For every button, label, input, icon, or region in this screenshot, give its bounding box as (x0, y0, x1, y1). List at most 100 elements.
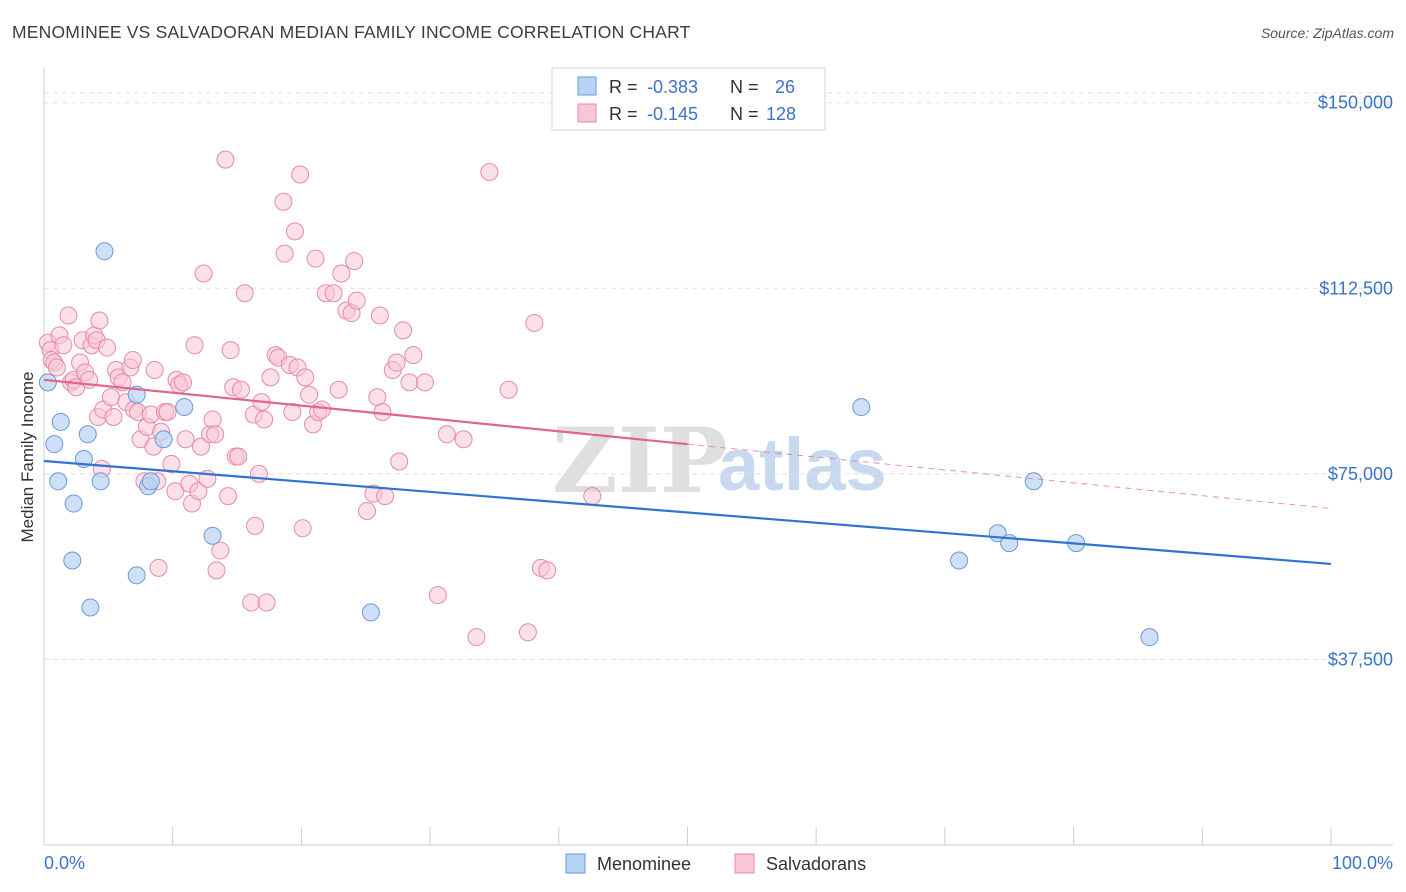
legend-swatch-menominee (577, 76, 597, 96)
y-tick-label-0: $37,500 (1328, 649, 1393, 669)
salvadoran-point-107 (376, 487, 395, 506)
salvadoran-points (38, 150, 602, 647)
salvadoran-point-109 (387, 353, 406, 372)
legend-r-value-1: -0.383 (647, 77, 698, 97)
legend-bottom-label-menominee: Menominee (597, 854, 691, 874)
salvadoran-point-61 (211, 541, 230, 560)
salvadoran-point-105 (370, 306, 389, 325)
salvadoran-point-62 (216, 150, 235, 169)
menominee-point-0 (38, 373, 57, 392)
menominee-point-15 (154, 430, 173, 449)
legend-n-label-1: N = (730, 77, 759, 97)
salvadoran-point-86 (291, 165, 310, 184)
menominee-point-18 (361, 603, 380, 622)
salvadoran-point-97 (332, 264, 351, 283)
x-tick-label-1: 100.0% (1332, 853, 1393, 873)
salvadoran-point-119 (480, 163, 499, 182)
salvadoran-point-64 (221, 341, 240, 360)
salvadoran-point-45 (166, 482, 185, 501)
x-tick-label-0: 0.0% (44, 853, 85, 873)
salvadoran-point-63 (219, 487, 238, 506)
legend-bottom-swatch-menominee (565, 853, 586, 874)
salvadoran-point-120 (499, 380, 518, 399)
menominee-point-10 (95, 242, 114, 261)
salvadoran-point-91 (306, 249, 325, 268)
menominee-point-2 (45, 435, 64, 454)
x-tick-labels: 0.0% 100.0% (44, 853, 1393, 873)
salvadoran-point-93 (312, 400, 331, 419)
menominee-points (38, 242, 1159, 647)
salvadoran-point-101 (347, 291, 366, 310)
salvadoran-point-80 (274, 192, 293, 211)
salvadoran-point-88 (296, 368, 315, 387)
y-tick-label-1: $75,000 (1328, 464, 1393, 484)
salvadoran-point-114 (415, 373, 434, 392)
salvadoran-point-110 (390, 452, 409, 471)
y-axis-title: Median Family Income (18, 371, 37, 542)
legend-stats-box (551, 67, 826, 131)
salvadoran-point-55 (194, 264, 213, 283)
salvadoran-point-77 (261, 368, 280, 387)
menominee-point-23 (1024, 472, 1043, 491)
y-tick-labels: $37,500 $75,000 $112,500 $150,000 (1318, 93, 1393, 670)
salvadoran-point-87 (293, 519, 312, 538)
menominee-point-9 (91, 472, 110, 491)
salvadoran-point-113 (404, 346, 423, 365)
salvadoran-point-54 (192, 437, 211, 456)
salvadoran-point-76 (257, 593, 276, 612)
salvadoran-point-124 (538, 561, 557, 580)
legend-r-label-1: R = (609, 77, 638, 97)
salvadoran-point-125 (583, 487, 602, 506)
salvadoran-point-22 (98, 338, 117, 357)
salvadoran-point-84 (285, 222, 304, 241)
menominee-point-20 (950, 551, 969, 570)
salvadoran-point-48 (173, 373, 192, 392)
menominee-point-17 (203, 526, 222, 545)
legend-n-value-1: 26 (775, 77, 795, 97)
salvadoran-point-81 (275, 244, 294, 263)
salvadoran-point-43 (158, 403, 177, 422)
legend-series: Menominee Salvadorans (565, 853, 866, 874)
salvadoran-point-53 (189, 482, 208, 501)
legend-n-value-2: 128 (766, 104, 796, 124)
salvadoran-point-121 (518, 623, 537, 642)
trendlines (43, 378, 1332, 566)
salvadoran-point-70 (242, 593, 261, 612)
salvadoran-point-112 (400, 373, 419, 392)
source-label: Source: ZipAtlas.com (1260, 25, 1394, 41)
salvadoran-point-116 (437, 425, 456, 444)
menominee-point-3 (49, 472, 68, 491)
menominee-point-7 (78, 425, 97, 444)
menominee-trendline (43, 459, 1332, 566)
watermark: ZIP atlas (552, 408, 887, 514)
salvadoran-point-49 (176, 430, 195, 449)
salvadoran-point-30 (123, 351, 142, 370)
axes (43, 68, 1393, 846)
salvadoran-trendline (43, 378, 688, 446)
salvadoran-point-68 (231, 380, 250, 399)
salvadoran-point-95 (324, 284, 343, 303)
salvadoran-point-100 (345, 252, 364, 271)
menominee-point-16 (175, 398, 194, 417)
salvadoran-point-111 (394, 321, 413, 340)
salvadoran-point-60 (207, 561, 226, 580)
salvadoran-point-40 (149, 558, 168, 577)
salvadoran-point-44 (162, 454, 181, 473)
salvadoran-trendline-extension (687, 443, 1332, 510)
salvadoran-point-117 (454, 430, 473, 449)
salvadoran-point-102 (358, 501, 377, 520)
salvadoran-point-118 (467, 628, 486, 647)
legend-stats: R = -0.383 N = 26 R = -0.145 N = 128 (551, 67, 826, 131)
legend-swatch-salvadoran (577, 103, 597, 123)
menominee-point-25 (1140, 628, 1159, 647)
menominee-point-12 (127, 566, 146, 585)
salvadoran-point-69 (235, 284, 254, 303)
legend-r-value-2: -0.145 (647, 104, 698, 124)
y-tick-label-2: $112,500 (1319, 278, 1393, 298)
menominee-point-1 (51, 412, 70, 431)
legend-r-label-2: R = (609, 104, 638, 124)
salvadoran-point-7 (59, 306, 78, 325)
salvadoran-point-38 (145, 360, 164, 379)
salvadoran-point-59 (206, 425, 225, 444)
